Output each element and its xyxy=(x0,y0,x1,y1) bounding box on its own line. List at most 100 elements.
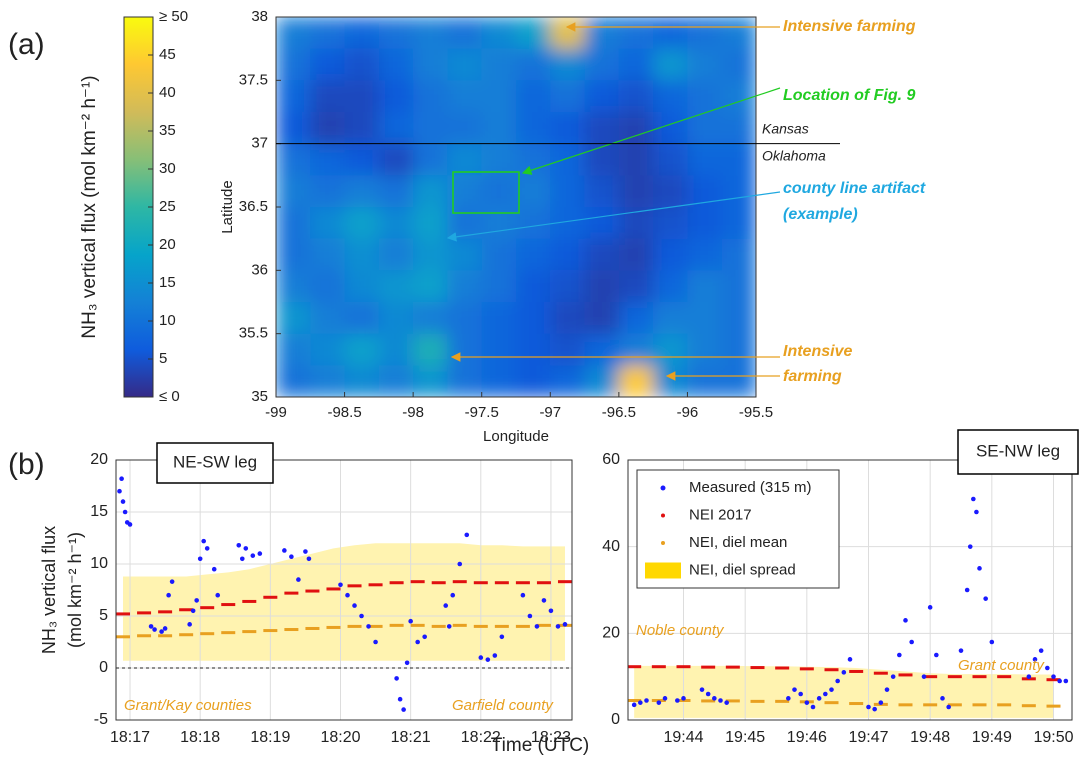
heat-cell xyxy=(584,112,620,145)
heat-cell xyxy=(481,48,517,81)
heat-cell xyxy=(447,333,483,366)
heat-cell xyxy=(276,143,311,176)
model-dash xyxy=(221,631,236,635)
y-tick-label: 60 xyxy=(602,451,620,468)
heat-cell xyxy=(721,175,756,208)
annotation: farming xyxy=(783,368,842,385)
heat-cell xyxy=(378,112,414,145)
heat-cell xyxy=(584,302,620,335)
heat-cell xyxy=(687,143,723,176)
measured-point xyxy=(798,691,803,697)
heat-cell xyxy=(276,207,311,240)
model-dash xyxy=(452,623,467,627)
heat-cell xyxy=(344,270,380,303)
measured-point xyxy=(562,622,568,627)
measured-point xyxy=(724,700,729,705)
measured-point xyxy=(823,691,828,697)
legend-swatch xyxy=(660,485,666,491)
measured-point xyxy=(897,652,902,658)
model-dash xyxy=(725,699,740,703)
model-dash xyxy=(515,581,530,585)
heat-cell xyxy=(584,207,620,240)
chart-title: SE-NW leg xyxy=(976,441,1060,460)
spread-band xyxy=(123,543,565,661)
colorbar-tick-label: ≤ 0 xyxy=(159,388,180,405)
model-dash xyxy=(824,668,839,672)
heat-cell xyxy=(344,112,380,145)
heat-cell xyxy=(447,365,483,397)
measured-point xyxy=(934,652,939,658)
heat-cell xyxy=(687,17,723,50)
heat-cell xyxy=(276,48,311,81)
x-tick-label: 19:44 xyxy=(663,729,703,746)
measured-point xyxy=(464,532,470,538)
model-dash xyxy=(1021,704,1036,708)
heat-cell xyxy=(447,302,483,335)
heat-cell xyxy=(550,17,586,50)
x-tick-label: 19:47 xyxy=(848,729,888,746)
model-dash xyxy=(284,591,299,595)
model-dash xyxy=(1046,704,1061,708)
heat-cell xyxy=(721,112,756,145)
heat-cell xyxy=(413,143,448,176)
y-tick-label: 36.5 xyxy=(239,198,268,215)
measured-point xyxy=(527,613,533,619)
heat-cell xyxy=(310,302,346,335)
heat-cell xyxy=(413,112,448,145)
model-dash xyxy=(536,581,551,585)
measured-point xyxy=(681,696,686,701)
heat-cell xyxy=(687,302,723,335)
heat-cell xyxy=(618,17,654,50)
heat-cell xyxy=(344,175,380,208)
heat-cell xyxy=(687,207,723,240)
heat-cell xyxy=(378,17,414,50)
heat-cell xyxy=(276,302,311,335)
annotation: (example) xyxy=(783,206,858,223)
measured-point xyxy=(201,538,206,544)
measured-point xyxy=(257,551,263,556)
measured-point xyxy=(810,704,816,710)
heat-cell xyxy=(276,365,311,397)
model-dash xyxy=(799,667,814,671)
x-tick-label: 19:46 xyxy=(787,729,827,746)
colorbar-tick-label: 20 xyxy=(159,236,176,253)
x-tick-label: -97.5 xyxy=(465,404,499,421)
heat-cell xyxy=(413,365,448,397)
heat-cell xyxy=(516,17,551,50)
model-dash xyxy=(898,703,913,707)
heat-cell xyxy=(447,112,483,145)
heat-cell xyxy=(721,238,756,271)
y-axis-label: Latitude xyxy=(219,180,236,233)
heat-cell xyxy=(344,302,380,335)
measured-point xyxy=(1057,678,1062,684)
measured-point xyxy=(1032,657,1038,662)
annotation: county line artifact xyxy=(783,180,926,197)
legend-label: Measured (315 m) xyxy=(689,479,812,496)
measured-point xyxy=(492,653,498,658)
heat-cell xyxy=(413,80,448,113)
model-dash xyxy=(137,634,152,638)
colorbar-tick-label: 45 xyxy=(159,46,176,63)
heat-cell xyxy=(310,365,346,397)
heat-cell xyxy=(413,270,448,303)
measured-point xyxy=(166,592,171,598)
y-tick-label: 37.5 xyxy=(239,71,268,88)
heat-cell xyxy=(310,143,346,176)
heat-cell xyxy=(413,302,448,335)
model-dash xyxy=(701,699,716,703)
heat-cell xyxy=(653,48,688,81)
model-dash xyxy=(347,584,362,588)
model-dash xyxy=(494,624,509,628)
measured-point xyxy=(631,702,637,708)
measured-point xyxy=(169,579,175,584)
heat-cell xyxy=(687,112,723,145)
measured-point xyxy=(983,596,988,601)
model-dash xyxy=(137,611,152,615)
colorbar-tick-label: 30 xyxy=(159,160,176,177)
legend-label: NEI, diel spread xyxy=(689,561,796,578)
model-dash xyxy=(263,629,278,633)
measured-point xyxy=(366,624,371,629)
model-dash xyxy=(873,671,888,675)
measured-point xyxy=(303,549,308,554)
measured-point xyxy=(401,707,406,712)
